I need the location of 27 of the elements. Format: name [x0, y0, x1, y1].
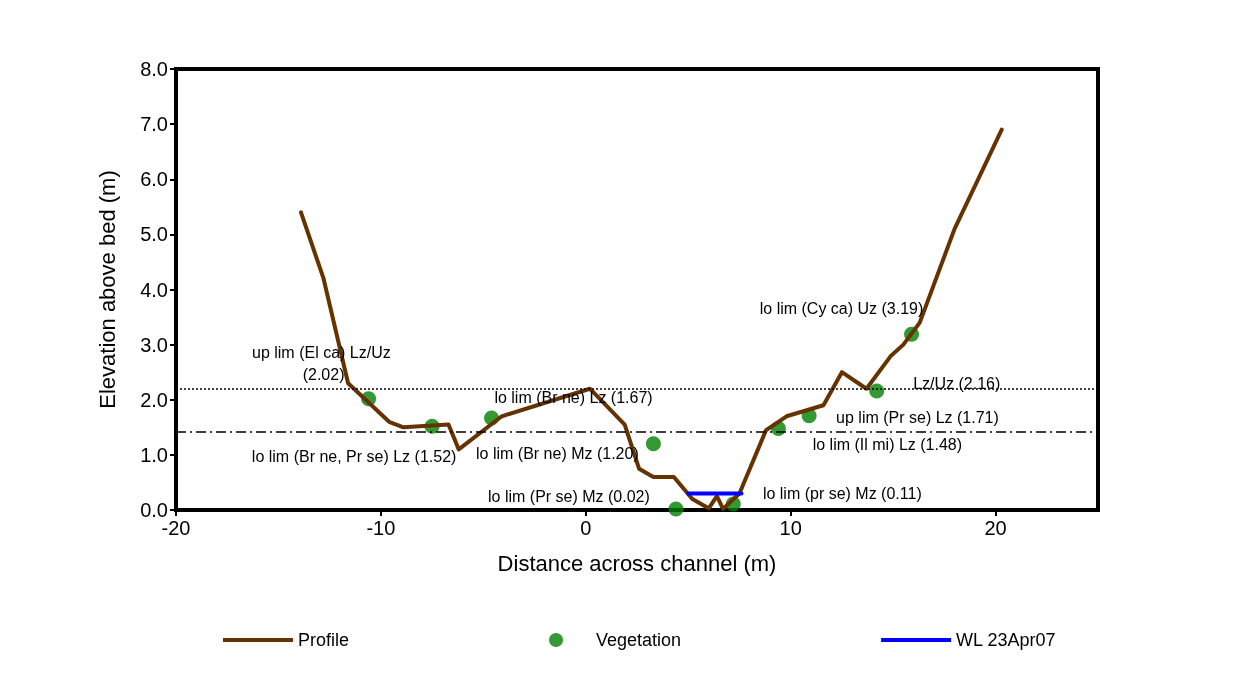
annotation: Lz/Uz (2.16) — [913, 375, 1001, 393]
y-axis-title: Elevation above bed (m) — [94, 170, 120, 409]
y-tick-label: 8.0 — [140, 58, 168, 80]
annotation: lo lim (Pr se) Mz (0.02) — [488, 488, 650, 506]
x-tick-label: -10 — [366, 517, 396, 539]
point — [645, 436, 661, 452]
y-tick-label: 3.0 — [140, 333, 168, 356]
x-tick-label: 20 — [984, 517, 1007, 539]
y-tick-label: 7.0 — [140, 113, 168, 136]
annotation: lo lim (Br ne, Pr se) Lz (1.52) — [251, 447, 457, 465]
x-tick-label: 10 — [779, 517, 802, 539]
y-tick-label: 4.0 — [140, 278, 168, 301]
point — [668, 501, 684, 517]
annotation: lo lim (Cy ca) Uz (3.19) — [759, 299, 924, 317]
point — [869, 383, 885, 399]
annotation: lo lim (pr se) Mz (0.11) — [762, 485, 922, 503]
x-tick-label: 0 — [580, 517, 592, 539]
legend-label: WL 23Apr07 — [956, 630, 1056, 650]
x-axis-title: Distance across channel (m) — [497, 550, 777, 576]
y-tick-label: 6.0 — [140, 168, 168, 191]
annotation: up lim (Pr se) Lz (1.71) — [836, 409, 999, 427]
y-tick-label: 1.0 — [140, 443, 168, 466]
legend-label: Vegetation — [596, 630, 682, 650]
legend-label: Profile — [298, 630, 350, 650]
y-tick-label: 2.0 — [140, 388, 168, 411]
y-tick-label: 5.0 — [140, 223, 168, 246]
annotation: lo lim (Il mi) Lz (1.48) — [812, 435, 963, 453]
